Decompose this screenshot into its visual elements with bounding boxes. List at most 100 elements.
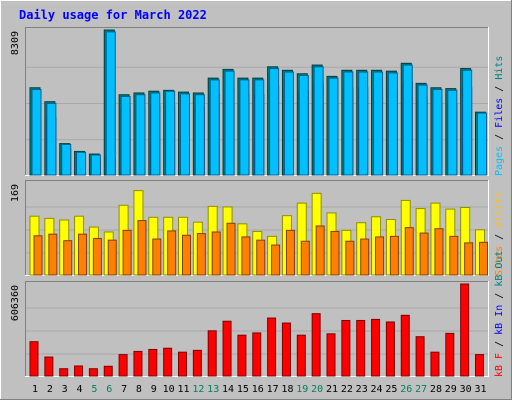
x-label-day-1: 1	[32, 384, 38, 395]
legend-item: Files	[494, 98, 505, 128]
bar-pages-day-27	[417, 84, 428, 176]
x-label-day-18: 18	[281, 384, 293, 395]
x-label-day-12: 12	[192, 384, 204, 395]
x-label-day-22: 22	[341, 384, 353, 395]
bar-pages-day-29	[447, 89, 458, 176]
bar-sites-day-31	[479, 241, 488, 276]
bar-pages-day-3	[61, 143, 72, 176]
legend-item: Visits	[494, 192, 505, 228]
bar-pages-day-7	[120, 95, 131, 176]
bar-pages-day-13	[209, 79, 220, 176]
bar-pages-day-12	[194, 94, 205, 176]
y-max-label-hits: 8309	[10, 31, 21, 55]
bar-kb-f-day-16	[252, 332, 262, 377]
bar-sites-day-3	[63, 240, 73, 276]
legend-item: /	[494, 287, 505, 305]
bar-sites-day-21	[330, 230, 340, 276]
legend-item: kB Out	[494, 251, 505, 287]
x-label-day-5: 5	[91, 384, 97, 395]
bar-pages-day-9	[150, 92, 161, 176]
bar-sites-day-23	[360, 238, 370, 276]
x-label-day-9: 9	[151, 384, 157, 395]
bar-kb-f-day-3	[59, 368, 69, 377]
bar-kb-f-day-4	[74, 365, 84, 377]
x-label-day-20: 20	[311, 384, 323, 395]
legend-item: /	[494, 335, 505, 353]
x-label-day-6: 6	[106, 384, 112, 395]
x-label-day-28: 28	[430, 384, 442, 395]
x-label-day-27: 27	[415, 384, 427, 395]
panel-kbytes: 606360 kB F / kB In / kB Out	[10, 251, 505, 377]
bar-sites-day-15	[241, 236, 251, 276]
panel-hits: 8309 Pages / Files / Hits	[10, 27, 505, 176]
legend-item: Pages	[494, 146, 505, 176]
bar-kb-f-day-9	[148, 348, 158, 377]
x-label-day-4: 4	[77, 384, 83, 395]
bar-pages-day-5	[90, 154, 101, 176]
bar-pages-day-8	[135, 94, 146, 176]
bar-sites-day-25	[389, 235, 399, 276]
bar-pages-day-31	[477, 112, 487, 176]
x-label-day-30: 30	[460, 384, 472, 395]
x-label-day-21: 21	[326, 384, 338, 395]
x-label-day-17: 17	[267, 384, 279, 395]
bar-kb-f-day-23	[356, 319, 366, 377]
bar-sites-day-9	[152, 238, 162, 276]
bar-pages-day-16	[254, 79, 265, 176]
bar-sites-day-11	[182, 234, 191, 276]
x-label-day-2: 2	[47, 384, 53, 395]
bar-kb-f-day-15	[237, 334, 247, 377]
bar-sites-day-26	[404, 227, 414, 276]
bar-kb-f-day-10	[163, 347, 173, 377]
bar-kb-f-day-18	[281, 322, 291, 377]
legend-item: Sites	[494, 246, 505, 276]
panel-visits: 169 Sites / Visits	[10, 180, 505, 276]
bar-pages-day-26	[402, 64, 413, 176]
bar-kb-f-day-26	[400, 314, 410, 377]
legend-item: Hits	[494, 56, 505, 80]
legend-hits: Pages / Files / Hits	[494, 56, 505, 176]
x-label-day-23: 23	[356, 384, 368, 395]
bar-pages-day-18	[283, 71, 294, 176]
bar-sites-day-10	[167, 230, 177, 276]
bar-pages-day-17	[269, 68, 280, 176]
bar-kb-f-day-11	[178, 351, 187, 377]
x-label-day-31: 31	[474, 384, 486, 395]
bar-kb-f-day-2	[44, 356, 54, 377]
bar-kb-f-day-17	[267, 317, 277, 377]
bar-kb-f-day-8	[133, 350, 143, 377]
bar-pages-day-21	[328, 77, 339, 176]
y-max-label-visits: 169	[10, 184, 21, 202]
x-label-day-26: 26	[400, 384, 412, 395]
bar-kb-f-day-20	[311, 313, 321, 377]
bar-sites-day-16	[256, 239, 266, 276]
bar-kb-f-day-28	[430, 351, 440, 377]
chart-title: Daily usage for March 2022	[19, 8, 207, 22]
bar-pages-day-24	[373, 71, 384, 176]
x-label-day-8: 8	[136, 384, 142, 395]
bar-sites-day-7	[122, 229, 132, 276]
legend-item: kB In	[494, 305, 505, 335]
x-label-day-25: 25	[385, 384, 397, 395]
legend-kbytes: kB F / kB In / kB Out	[494, 251, 505, 377]
bar-kb-f-day-27	[415, 336, 425, 377]
legend-item: /	[494, 228, 505, 246]
x-label-day-7: 7	[121, 384, 127, 395]
bar-pages-day-6	[105, 31, 116, 176]
x-label-day-13: 13	[207, 384, 219, 395]
x-label-day-16: 16	[252, 384, 264, 395]
bar-sites-day-8	[137, 220, 147, 276]
bar-sites-day-29	[449, 235, 459, 276]
bar-kb-f-day-22	[341, 319, 351, 377]
legend-visits: Sites / Visits	[494, 192, 505, 276]
bar-kb-f-day-31	[475, 354, 484, 377]
bar-kb-f-day-1	[29, 341, 39, 377]
x-label-day-19: 19	[296, 384, 308, 395]
bar-pages-day-1	[31, 88, 42, 176]
bar-sites-day-18	[285, 229, 295, 276]
x-label-day-29: 29	[445, 384, 457, 395]
x-label-day-24: 24	[371, 384, 383, 395]
bar-sites-day-4	[78, 233, 88, 276]
bar-sites-day-13	[211, 231, 221, 276]
bar-sites-day-17	[271, 244, 281, 276]
